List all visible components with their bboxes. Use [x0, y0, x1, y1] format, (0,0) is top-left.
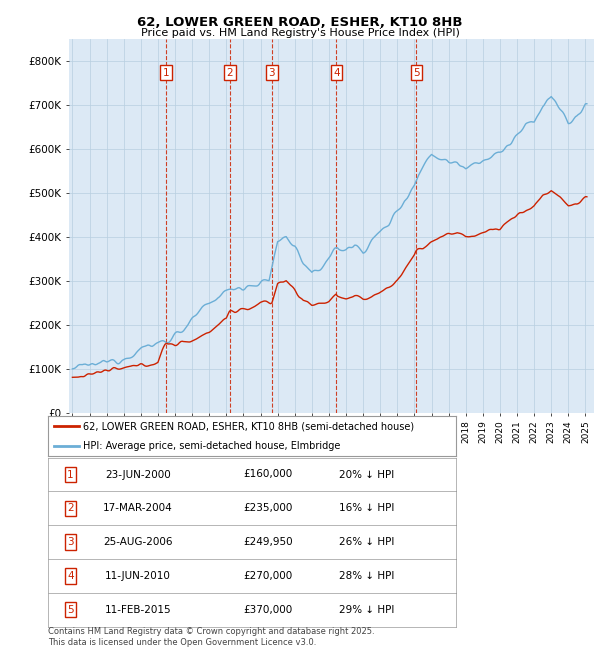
Text: Price paid vs. HM Land Registry's House Price Index (HPI): Price paid vs. HM Land Registry's House … [140, 28, 460, 38]
Text: 3: 3 [67, 537, 74, 547]
Text: 2: 2 [227, 68, 233, 77]
Text: 26% ↓ HPI: 26% ↓ HPI [338, 537, 394, 547]
Text: Contains HM Land Registry data © Crown copyright and database right 2025.
This d: Contains HM Land Registry data © Crown c… [48, 627, 374, 647]
Text: 4: 4 [67, 571, 74, 581]
Text: 29% ↓ HPI: 29% ↓ HPI [338, 604, 394, 615]
Text: 1: 1 [67, 469, 74, 480]
Text: £249,950: £249,950 [244, 537, 293, 547]
Text: 11-JUN-2010: 11-JUN-2010 [105, 571, 170, 581]
Text: £235,000: £235,000 [244, 503, 293, 514]
Text: 62, LOWER GREEN ROAD, ESHER, KT10 8HB: 62, LOWER GREEN ROAD, ESHER, KT10 8HB [137, 16, 463, 29]
Text: 23-JUN-2000: 23-JUN-2000 [105, 469, 170, 480]
Text: 2: 2 [67, 503, 74, 514]
Text: £370,000: £370,000 [244, 604, 293, 615]
Text: 5: 5 [413, 68, 420, 77]
Text: 5: 5 [67, 604, 74, 615]
Text: 16% ↓ HPI: 16% ↓ HPI [338, 503, 394, 514]
Text: 20% ↓ HPI: 20% ↓ HPI [338, 469, 394, 480]
Text: £270,000: £270,000 [244, 571, 293, 581]
Text: 3: 3 [268, 68, 275, 77]
Text: 25-AUG-2006: 25-AUG-2006 [103, 537, 173, 547]
Text: 28% ↓ HPI: 28% ↓ HPI [338, 571, 394, 581]
Text: £160,000: £160,000 [244, 469, 293, 480]
Text: 1: 1 [163, 68, 169, 77]
Text: 11-FEB-2015: 11-FEB-2015 [104, 604, 171, 615]
Text: 17-MAR-2004: 17-MAR-2004 [103, 503, 173, 514]
Text: HPI: Average price, semi-detached house, Elmbridge: HPI: Average price, semi-detached house,… [83, 441, 340, 451]
Text: 4: 4 [333, 68, 340, 77]
Text: 62, LOWER GREEN ROAD, ESHER, KT10 8HB (semi-detached house): 62, LOWER GREEN ROAD, ESHER, KT10 8HB (s… [83, 421, 414, 431]
